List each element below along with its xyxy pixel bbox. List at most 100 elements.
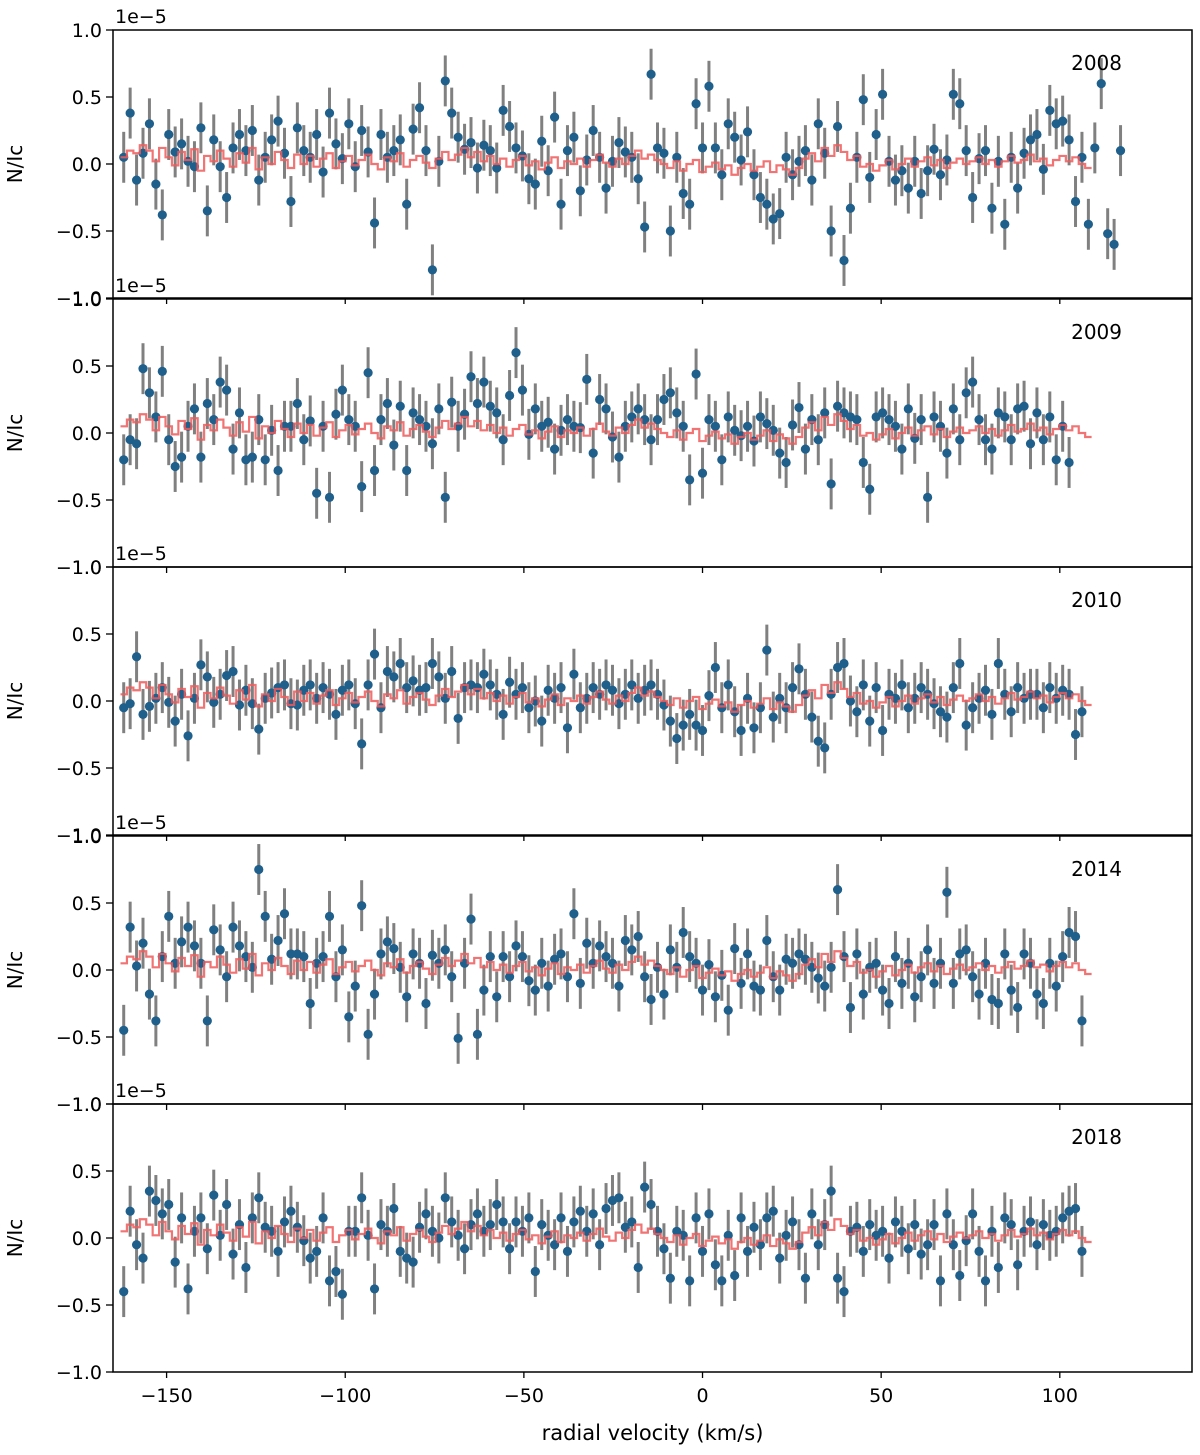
data-point bbox=[569, 1217, 579, 1227]
data-point bbox=[697, 1246, 708, 1256]
data-point bbox=[183, 1284, 193, 1294]
data-point bbox=[299, 435, 309, 445]
data-point bbox=[369, 649, 380, 659]
data-point bbox=[903, 404, 913, 414]
model-step-line bbox=[120, 413, 1092, 445]
data-point bbox=[601, 183, 611, 193]
data-point bbox=[447, 397, 457, 407]
data-point bbox=[659, 394, 669, 405]
panel-2009: −1.0 −0.5 0.0 0.5 1.0 N/Ic 1e−5 2009 bbox=[3, 275, 1193, 579]
y-offset-label: 1e−5 bbox=[115, 6, 167, 28]
y-axis-label: N/Ic bbox=[3, 1219, 27, 1258]
data-point bbox=[176, 139, 187, 149]
data-point bbox=[723, 1230, 733, 1240]
data-point bbox=[640, 222, 650, 232]
data-point bbox=[781, 457, 791, 468]
data-point bbox=[595, 394, 605, 405]
data-point bbox=[575, 703, 585, 713]
data-point bbox=[286, 949, 296, 959]
data-point bbox=[421, 146, 431, 156]
data-point bbox=[1045, 105, 1055, 115]
data-point bbox=[402, 199, 412, 209]
x-tick-label: −150 bbox=[140, 1385, 192, 1407]
y-tick-label: −0.5 bbox=[56, 490, 102, 512]
data-point bbox=[1103, 229, 1113, 239]
data-point bbox=[324, 108, 335, 118]
data-point bbox=[157, 366, 167, 376]
y-tick-label: −0.5 bbox=[56, 758, 102, 780]
data-point bbox=[569, 132, 579, 142]
panel-2008: −1.0 −0.5 0.0 0.5 1.0 N/Ic 1e−5 2008 bbox=[3, 6, 1193, 310]
data-point bbox=[479, 377, 489, 387]
panel-content bbox=[119, 48, 1126, 296]
data-point bbox=[131, 961, 142, 971]
data-point bbox=[279, 909, 290, 919]
data-point bbox=[543, 685, 553, 695]
data-point bbox=[1025, 439, 1036, 449]
data-point bbox=[144, 701, 155, 711]
data-point bbox=[826, 226, 836, 236]
data-point bbox=[884, 1253, 894, 1263]
data-point bbox=[575, 978, 585, 989]
data-point bbox=[665, 388, 675, 398]
data-point bbox=[948, 683, 958, 693]
data-point bbox=[472, 163, 483, 173]
data-point bbox=[234, 408, 245, 418]
data-point bbox=[955, 1270, 965, 1281]
data-point bbox=[974, 989, 984, 999]
data-point bbox=[1058, 952, 1068, 962]
data-point bbox=[1064, 457, 1074, 468]
data-point bbox=[131, 1240, 142, 1250]
data-point bbox=[511, 941, 521, 951]
data-point bbox=[196, 660, 206, 670]
data-point bbox=[955, 658, 965, 669]
data-point bbox=[131, 652, 142, 662]
data-point bbox=[601, 952, 611, 962]
data-point bbox=[530, 985, 540, 995]
data-point bbox=[389, 943, 399, 954]
data-point bbox=[633, 931, 643, 942]
data-point bbox=[961, 720, 971, 730]
data-point bbox=[710, 143, 720, 153]
data-point bbox=[408, 676, 418, 686]
data-point bbox=[730, 943, 740, 954]
data-point bbox=[775, 693, 785, 703]
data-point bbox=[646, 435, 656, 445]
data-point bbox=[640, 1182, 650, 1192]
data-point bbox=[344, 680, 354, 690]
y-tick-label: 1.0 bbox=[72, 1094, 102, 1116]
data-point bbox=[813, 973, 823, 983]
y-tick-label: −1.0 bbox=[56, 288, 102, 310]
data-point bbox=[839, 658, 849, 669]
data-point bbox=[569, 669, 579, 679]
data-point bbox=[331, 139, 341, 149]
data-point bbox=[762, 935, 772, 946]
data-point bbox=[466, 914, 476, 924]
data-point bbox=[562, 1246, 573, 1256]
data-point bbox=[935, 170, 946, 180]
data-point bbox=[357, 482, 367, 492]
data-point bbox=[730, 132, 740, 142]
data-point bbox=[968, 377, 978, 387]
data-point bbox=[427, 265, 438, 275]
data-point bbox=[948, 404, 958, 414]
y-axis-label: N/Ic bbox=[3, 145, 27, 184]
data-point bbox=[1064, 135, 1074, 145]
data-point bbox=[852, 415, 862, 425]
data-point bbox=[170, 1257, 180, 1267]
data-point bbox=[144, 119, 155, 129]
data-point bbox=[955, 99, 965, 109]
data-point bbox=[723, 119, 733, 129]
data-point bbox=[775, 1253, 785, 1263]
data-point bbox=[305, 998, 315, 1009]
data-point bbox=[755, 412, 766, 422]
data-point bbox=[498, 952, 508, 962]
data-point bbox=[350, 981, 360, 991]
data-point bbox=[530, 1266, 540, 1277]
data-point bbox=[164, 435, 174, 445]
data-point bbox=[1038, 435, 1048, 445]
data-point bbox=[176, 937, 187, 947]
data-point bbox=[318, 1213, 328, 1223]
data-point bbox=[312, 129, 322, 140]
data-point bbox=[595, 941, 605, 951]
